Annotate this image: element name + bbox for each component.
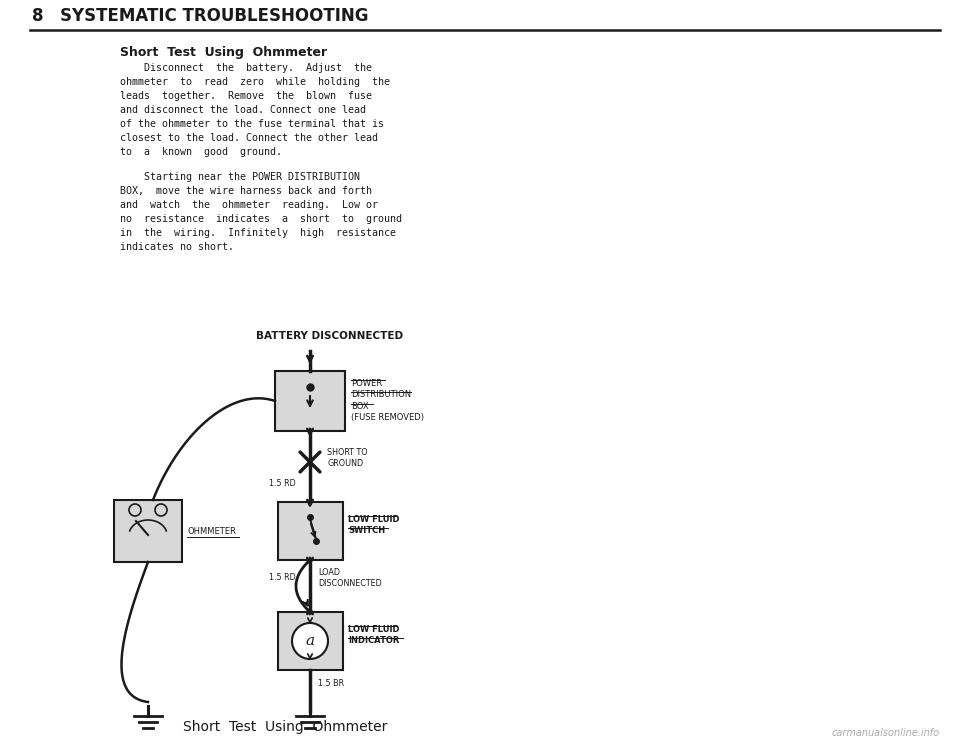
Circle shape [292, 623, 328, 659]
Text: 1.5 RD: 1.5 RD [269, 574, 296, 583]
Text: carmanualsonline.info: carmanualsonline.info [832, 728, 940, 738]
FancyBboxPatch shape [278, 502, 343, 560]
FancyBboxPatch shape [114, 500, 182, 562]
Text: 8: 8 [32, 7, 43, 25]
Text: Short  Test  Using  Ohmmeter: Short Test Using Ohmmeter [120, 46, 327, 59]
Text: LOW FLUID
INDICATOR: LOW FLUID INDICATOR [348, 625, 399, 645]
Text: LOAD
DISCONNECTED: LOAD DISCONNECTED [318, 568, 382, 588]
FancyBboxPatch shape [278, 612, 343, 670]
Text: Short  Test  Using  Ohmmeter: Short Test Using Ohmmeter [182, 720, 387, 734]
Text: 1.5 BR: 1.5 BR [318, 680, 344, 689]
Text: Disconnect  the  battery.  Adjust  the
ohmmeter  to  read  zero  while  holding : Disconnect the battery. Adjust the ohmme… [120, 63, 390, 157]
Text: LOW FLUID
SWITCH: LOW FLUID SWITCH [348, 515, 399, 536]
Text: OHMMETER: OHMMETER [187, 527, 236, 536]
Text: 1.5 RD: 1.5 RD [269, 480, 296, 489]
Text: SHORT TO
GROUND: SHORT TO GROUND [327, 448, 368, 468]
Text: SYSTEMATIC TROUBLESHOOTING: SYSTEMATIC TROUBLESHOOTING [60, 7, 369, 25]
FancyBboxPatch shape [275, 371, 345, 431]
Text: POWER
DISTRIBUTION
BOX
(FUSE REMOVED): POWER DISTRIBUTION BOX (FUSE REMOVED) [351, 379, 424, 422]
Text: Starting near the POWER DISTRIBUTION
BOX,  move the wire harness back and forth
: Starting near the POWER DISTRIBUTION BOX… [120, 172, 402, 252]
Text: BATTERY DISCONNECTED: BATTERY DISCONNECTED [256, 331, 403, 341]
Text: a: a [305, 634, 315, 648]
